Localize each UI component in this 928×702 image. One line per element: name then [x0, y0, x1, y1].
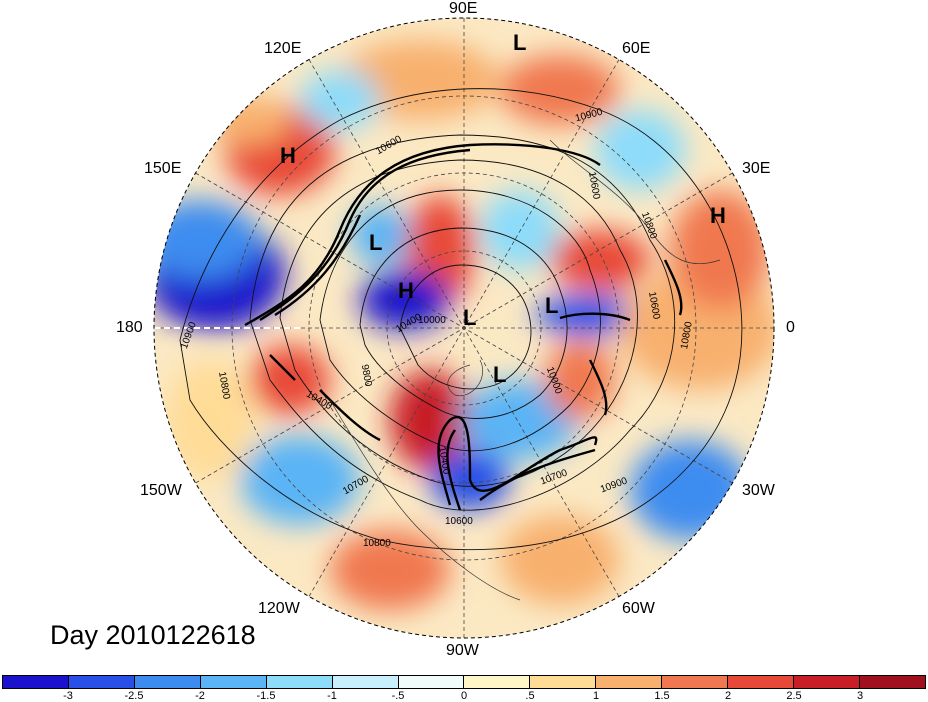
- high-center-label: H: [398, 278, 414, 303]
- colorbar-segment: [134, 676, 201, 688]
- colorbar-tick-label: -1: [327, 690, 337, 702]
- lon-label-30w: 30W: [742, 482, 775, 499]
- lon-label-60e: 60E: [622, 40, 651, 57]
- colorbar-tick-label: .5: [525, 690, 535, 702]
- colorbar-tick-label: 1: [592, 690, 600, 702]
- colorbar-segment: [464, 676, 531, 688]
- low-center-label: L: [545, 293, 559, 318]
- lon-label-90e: 90E: [449, 0, 478, 17]
- low-center-label: L: [369, 230, 383, 255]
- colorbar-segment: [794, 676, 860, 688]
- colorbar-tick-label: -.5: [391, 690, 405, 702]
- colorbar-segment: [596, 676, 663, 688]
- colorbar-segment: [530, 676, 597, 688]
- colorbar-tick-label: -1.5: [256, 690, 276, 702]
- colorbar-segment: [266, 676, 333, 688]
- colorbar-segment: [728, 676, 795, 688]
- anomaly-field: [154, 18, 774, 638]
- lon-label-120e: 120E: [264, 40, 302, 57]
- low-center-label: L: [493, 362, 507, 387]
- map-title: Day 2010122618: [50, 620, 256, 650]
- contour-label: 10000: [418, 315, 446, 326]
- low-center-label: L: [463, 305, 477, 330]
- lon-label-90w: 90W: [446, 642, 479, 659]
- low-center-label: L: [513, 30, 527, 55]
- high-center-label: H: [710, 203, 726, 228]
- colorbar: [2, 675, 926, 689]
- colorbar-tick-label: 2: [724, 690, 732, 702]
- colorbar-segment: [3, 676, 69, 688]
- contour-label: 10600: [445, 516, 473, 527]
- lon-label-60w: 60W: [622, 600, 655, 617]
- colorbar-tick-label: 2.5: [786, 690, 802, 702]
- contour-label: 10800: [363, 538, 391, 549]
- colorbar-tick-label: -2.5: [124, 690, 144, 702]
- colorbar-tick-label: 3: [856, 690, 864, 702]
- colorbar-segment: [662, 676, 729, 688]
- lon-label-150e: 150E: [144, 160, 182, 177]
- colorbar-segment: [398, 676, 465, 688]
- colorbar-segment: [200, 676, 267, 688]
- lon-label-120w: 120W: [258, 600, 300, 617]
- colorbar-tick-label: 1.5: [654, 690, 670, 702]
- colorbar-segment: [68, 676, 135, 688]
- lon-label-0: 0: [786, 319, 795, 336]
- colorbar-segment: [859, 676, 925, 688]
- lon-label-180: 180: [116, 319, 143, 336]
- colorbar-segment: [332, 676, 399, 688]
- colorbar-tick-label: -3: [63, 690, 73, 702]
- lon-label-150w: 150W: [140, 482, 182, 499]
- lon-label-30e: 30E: [742, 160, 771, 177]
- colorbar-tick-label: 0: [460, 690, 468, 702]
- high-center-label: H: [280, 143, 296, 168]
- colorbar-tick-label: -2: [195, 690, 205, 702]
